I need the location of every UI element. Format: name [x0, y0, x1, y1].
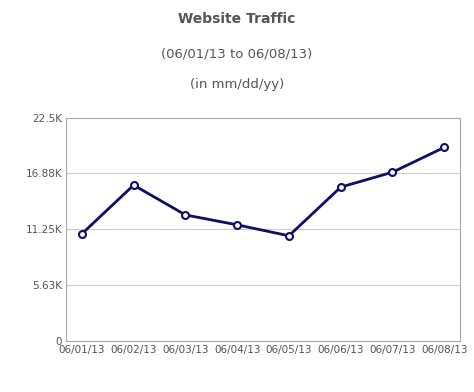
Text: Website Traffic: Website Traffic [178, 12, 296, 26]
Text: (in mm/dd/yy): (in mm/dd/yy) [190, 78, 284, 91]
Text: (06/01/13 to 06/08/13): (06/01/13 to 06/08/13) [161, 47, 313, 60]
